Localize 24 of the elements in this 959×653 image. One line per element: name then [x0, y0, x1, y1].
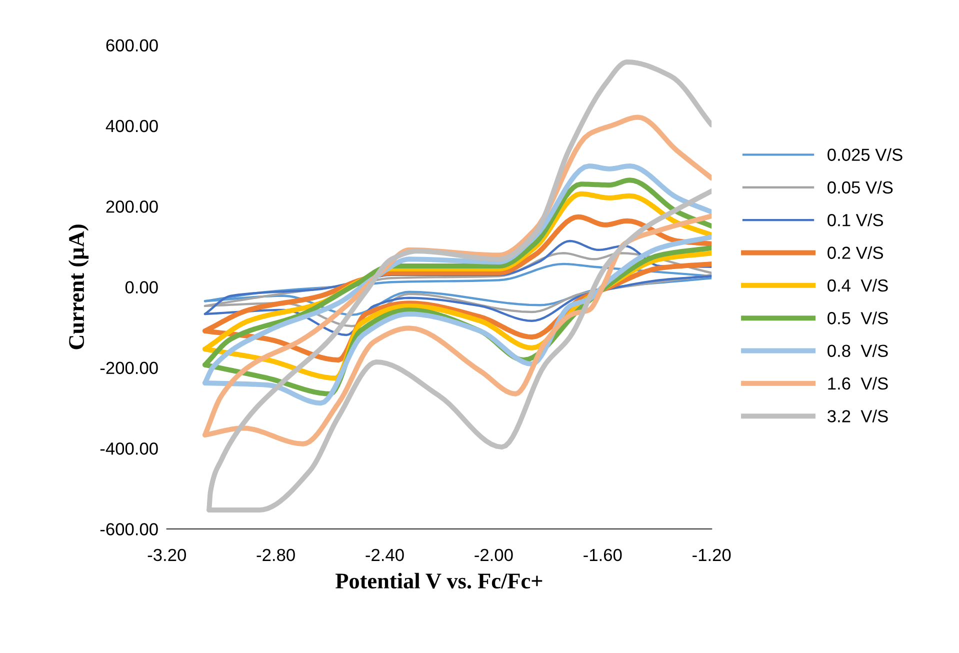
x-tick-label: -3.20	[148, 548, 186, 562]
x-axis-title: Potential V vs. Fc/Fc+	[336, 572, 542, 589]
legend-label: 0.05 V/S	[828, 180, 893, 194]
legend-label: 0.025 V/S	[828, 148, 902, 161]
x-tick-label: -1.60	[584, 548, 622, 562]
y-tick-label: -400.00	[100, 442, 158, 455]
y-axis-title: Current (µA)	[68, 224, 89, 350]
y-tick-label: 400.00	[106, 120, 158, 132]
legend-label: 0.4 V/S	[828, 278, 888, 292]
legend-label: 3.2 V/S	[828, 410, 888, 422]
legend-label: 1.6 V/S	[828, 376, 888, 390]
legend-label: 0.2 V/S	[828, 246, 884, 259]
legend-label: 0.5 V/S	[828, 312, 888, 324]
x-tick-label: -1.20	[692, 548, 731, 562]
x-tick-label: -2.00	[474, 548, 513, 562]
y-tick-label: -600.00	[100, 523, 158, 536]
y-tick-label: 0.00	[125, 281, 158, 294]
legend-label: 0.8 V/S	[828, 344, 888, 358]
y-tick-label: -200.00	[100, 362, 158, 374]
x-tick-label: -2.40	[366, 548, 404, 562]
y-tick-label: 600.00	[106, 39, 158, 52]
legend-label: 0.1 V/S	[828, 214, 884, 226]
y-tick-label: 200.00	[106, 200, 158, 213]
x-tick-label: -2.80	[256, 548, 295, 562]
